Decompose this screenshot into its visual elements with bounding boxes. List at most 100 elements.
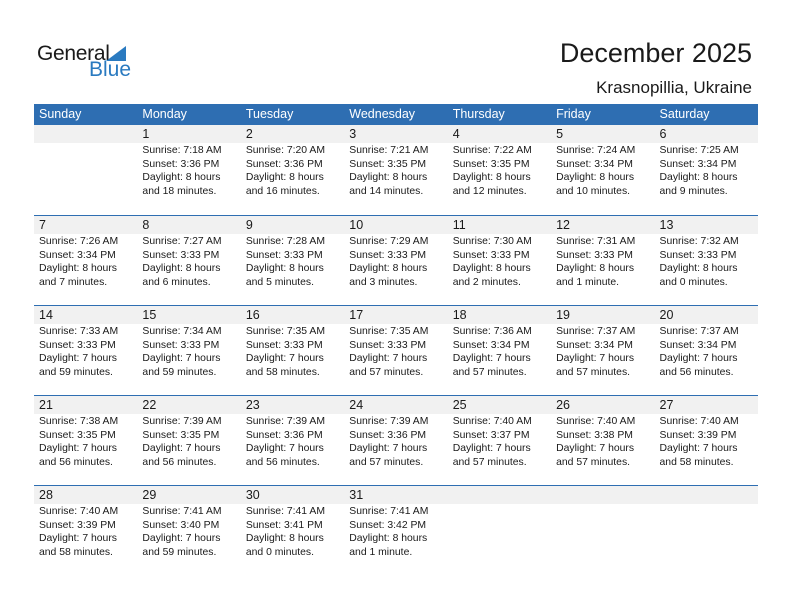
day-number: 13 bbox=[654, 216, 758, 234]
sunset-text: Sunset: 3:33 PM bbox=[245, 339, 323, 351]
day-info: Sunrise: 7:25 AM Sunset: 3:34 PM Daylight:… bbox=[655, 143, 758, 198]
sunset-text: Sunset: 3:34 PM bbox=[452, 339, 530, 351]
daylight-text: Daylight: 7 hours bbox=[659, 353, 738, 365]
sunset-text: Sunset: 3:37 PM bbox=[452, 429, 530, 441]
day-number: 8 bbox=[137, 216, 241, 234]
day-number: 24 bbox=[344, 396, 448, 414]
day-info: Sunrise: 7:28 AM Sunset: 3:33 PM Daylight:… bbox=[241, 234, 344, 289]
sunrise-text: Sunrise: 7:18 AM bbox=[142, 145, 222, 156]
day-cell: 9 Sunrise: 7:28 AM Sunset: 3:33 PM Daylight… bbox=[240, 215, 345, 305]
week-row: 14 Sunrise: 7:33 AM Sunset: 3:33 PM Dayligh… bbox=[34, 305, 758, 395]
sunrise-text: Sunrise: 7:40 AM bbox=[556, 416, 636, 427]
daylight-minutes-text: and 14 minutes. bbox=[349, 185, 424, 197]
day-cell: 22 Sunrise: 7:39 AM Sunset: 3:35 PM Dayligh… bbox=[137, 395, 241, 485]
day-cell: 26 Sunrise: 7:40 AM Sunset: 3:38 PM Dayligh… bbox=[551, 395, 655, 485]
day-info: Sunrise: 7:37 AM Sunset: 3:34 PM Daylight:… bbox=[551, 324, 654, 379]
sunset-text: Sunset: 3:33 PM bbox=[142, 339, 220, 351]
daylight-text: Daylight: 7 hours bbox=[142, 443, 221, 455]
day-info: Sunrise: 7:22 AM Sunset: 3:35 PM Daylight:… bbox=[448, 143, 551, 198]
weekday-sunday: Sunday bbox=[39, 107, 82, 121]
day-number: 7 bbox=[34, 216, 138, 234]
day-number: 29 bbox=[137, 486, 241, 504]
weekday-wednesday: Wednesday bbox=[349, 107, 416, 121]
day-cell: 5 Sunrise: 7:24 AM Sunset: 3:34 PM Daylight… bbox=[551, 125, 655, 215]
week-row: 1 Sunrise: 7:18 AM Sunset: 3:36 PM Daylight… bbox=[34, 125, 758, 215]
day-info: Sunrise: 7:21 AM Sunset: 3:35 PM Daylight:… bbox=[344, 143, 447, 198]
sunset-text: Sunset: 3:35 PM bbox=[452, 158, 530, 170]
sunset-text: Sunset: 3:33 PM bbox=[349, 249, 427, 261]
sunrise-text: Sunrise: 7:39 AM bbox=[349, 416, 429, 427]
day-number: 25 bbox=[447, 396, 552, 414]
day-number: 3 bbox=[344, 125, 448, 143]
day-cell: 20 Sunrise: 7:37 AM Sunset: 3:34 PM Dayligh… bbox=[654, 305, 758, 395]
day-number: 1 bbox=[137, 125, 241, 143]
day-info: Sunrise: 7:36 AM Sunset: 3:34 PM Daylight:… bbox=[448, 324, 551, 379]
daylight-text: Daylight: 7 hours bbox=[556, 443, 635, 455]
empty-day-band bbox=[447, 486, 552, 504]
day-info: Sunrise: 7:26 AM Sunset: 3:34 PM Daylight:… bbox=[34, 234, 137, 289]
day-cell: 29 Sunrise: 7:41 AM Sunset: 3:40 PM Dayligh… bbox=[137, 485, 241, 575]
weekday-thursday: Thursday bbox=[452, 107, 505, 121]
daylight-text: Daylight: 7 hours bbox=[39, 443, 117, 455]
sunset-text: Sunset: 3:34 PM bbox=[556, 158, 633, 170]
day-number: 20 bbox=[654, 306, 758, 324]
sunset-text: Sunset: 3:33 PM bbox=[659, 249, 737, 261]
day-cell: 4 Sunrise: 7:22 AM Sunset: 3:35 PM Daylight… bbox=[447, 125, 552, 215]
daylight-minutes-text: and 59 minutes. bbox=[142, 546, 217, 558]
day-info: Sunrise: 7:41 AM Sunset: 3:42 PM Daylight:… bbox=[344, 504, 447, 559]
day-cell: 13 Sunrise: 7:32 AM Sunset: 3:33 PM Dayligh… bbox=[654, 215, 758, 305]
daylight-minutes-text: and 59 minutes. bbox=[142, 366, 217, 378]
sunrise-text: Sunrise: 7:31 AM bbox=[556, 236, 636, 247]
day-number: 12 bbox=[551, 216, 655, 234]
weekday-friday: Friday bbox=[556, 107, 591, 121]
sunrise-text: Sunrise: 7:33 AM bbox=[39, 326, 119, 337]
day-number: 31 bbox=[344, 486, 448, 504]
daylight-minutes-text: and 57 minutes. bbox=[556, 456, 631, 468]
sunrise-text: Sunrise: 7:24 AM bbox=[556, 145, 636, 156]
daylight-text: Daylight: 7 hours bbox=[349, 443, 428, 455]
day-info: Sunrise: 7:38 AM Sunset: 3:35 PM Daylight:… bbox=[34, 414, 137, 469]
daylight-minutes-text: and 56 minutes. bbox=[245, 456, 320, 468]
daylight-text: Daylight: 7 hours bbox=[659, 443, 738, 455]
daylight-text: Daylight: 8 hours bbox=[452, 263, 531, 275]
daylight-minutes-text: and 59 minutes. bbox=[39, 366, 113, 378]
location-subtitle: Krasnopillia, Ukraine bbox=[596, 78, 752, 97]
day-number: 11 bbox=[447, 216, 552, 234]
sunset-text: Sunset: 3:40 PM bbox=[142, 519, 220, 531]
sunset-text: Sunset: 3:34 PM bbox=[39, 249, 116, 261]
daylight-text: Daylight: 7 hours bbox=[142, 353, 221, 365]
day-cell: 23 Sunrise: 7:39 AM Sunset: 3:36 PM Dayligh… bbox=[240, 395, 345, 485]
day-cell: 6 Sunrise: 7:25 AM Sunset: 3:34 PM Daylight… bbox=[654, 125, 758, 215]
sunset-text: Sunset: 3:33 PM bbox=[556, 249, 633, 261]
day-cell: 31 Sunrise: 7:41 AM Sunset: 3:42 PM Dayligh… bbox=[344, 485, 448, 575]
daylight-text: Daylight: 8 hours bbox=[556, 172, 635, 184]
logo-text-general: General bbox=[37, 42, 110, 65]
day-info: Sunrise: 7:33 AM Sunset: 3:33 PM Daylight:… bbox=[34, 324, 137, 379]
day-cell: 27 Sunrise: 7:40 AM Sunset: 3:39 PM Dayligh… bbox=[654, 395, 758, 485]
daylight-minutes-text: and 0 minutes. bbox=[245, 546, 315, 558]
sunset-text: Sunset: 3:35 PM bbox=[39, 429, 116, 441]
day-number: 30 bbox=[240, 486, 345, 504]
sunrise-text: Sunrise: 7:40 AM bbox=[39, 506, 119, 517]
daylight-minutes-text: and 57 minutes. bbox=[452, 366, 527, 378]
sunrise-text: Sunrise: 7:28 AM bbox=[245, 236, 325, 247]
sunset-text: Sunset: 3:36 PM bbox=[142, 158, 220, 170]
day-info: Sunrise: 7:37 AM Sunset: 3:34 PM Daylight:… bbox=[655, 324, 758, 379]
empty-cell bbox=[551, 485, 655, 575]
sunrise-text: Sunrise: 7:34 AM bbox=[142, 326, 222, 337]
day-number: 5 bbox=[551, 125, 655, 143]
daylight-text: Daylight: 8 hours bbox=[142, 263, 221, 275]
day-cell: 24 Sunrise: 7:39 AM Sunset: 3:36 PM Dayligh… bbox=[344, 395, 448, 485]
day-number: 28 bbox=[34, 486, 138, 504]
day-number: 10 bbox=[344, 216, 448, 234]
empty-cell bbox=[34, 125, 138, 215]
day-cell: 30 Sunrise: 7:41 AM Sunset: 3:41 PM Dayligh… bbox=[240, 485, 345, 575]
sunrise-text: Sunrise: 7:37 AM bbox=[659, 326, 739, 337]
day-number: 16 bbox=[240, 306, 345, 324]
daylight-minutes-text: and 3 minutes. bbox=[349, 276, 418, 288]
day-number: 27 bbox=[654, 396, 758, 414]
sunrise-text: Sunrise: 7:25 AM bbox=[659, 145, 739, 156]
sunrise-text: Sunrise: 7:37 AM bbox=[556, 326, 636, 337]
daylight-minutes-text: and 57 minutes. bbox=[349, 456, 424, 468]
daylight-text: Daylight: 7 hours bbox=[556, 353, 635, 365]
